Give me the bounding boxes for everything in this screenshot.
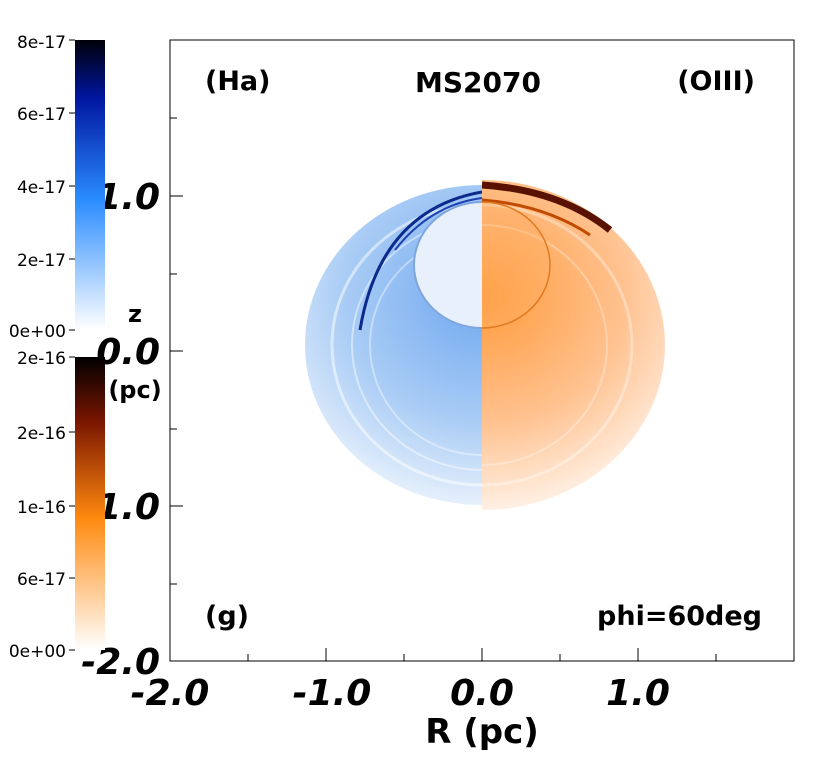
left-label: (Ha) — [205, 66, 271, 97]
colorbar-oiii-tick: 0e+00 — [9, 642, 66, 662]
y-tick-label: 1.0 — [96, 177, 160, 218]
colorbar-oiii-tick: 1e-16 — [17, 498, 66, 518]
colorbar-ha-tick: 4e-17 — [17, 178, 66, 198]
colorbar-oiii-tick: 2e-16 — [17, 424, 66, 444]
nebula-ha-half — [305, 185, 482, 505]
panel-label: (g) — [205, 601, 249, 632]
x-axis-ticks — [169, 648, 717, 661]
colorbar-oiii-tick: 2e-16 — [17, 349, 66, 369]
figure-title: MS2070 — [415, 66, 541, 99]
colorbar-oiii — [75, 357, 105, 650]
colorbar-ha-ticks — [69, 39, 75, 331]
x-tick-label: -1.0 — [293, 673, 372, 714]
colorbar-oiii-tick: 6e-17 — [17, 570, 66, 590]
colorbar-ha-tick: 8e-17 — [17, 33, 66, 53]
y-axis-ticks — [170, 117, 183, 585]
y-axis-title-unit: (pc) — [108, 376, 161, 404]
colorbar-ha-tick: 0e+00 — [9, 322, 66, 342]
angle-label: phi=60deg — [597, 601, 762, 632]
x-tick-label: -2.0 — [131, 673, 210, 714]
y-tick-label: 1.0 — [96, 487, 160, 528]
nebula-oiii-half — [482, 180, 665, 510]
x-axis-title: R (pc) — [425, 712, 539, 752]
colorbar-ha-tick: 6e-17 — [17, 105, 66, 125]
x-tick-label: 1.0 — [606, 673, 670, 714]
y-tick-label: 0.0 — [96, 332, 160, 373]
colorbar-oiii-ticks — [69, 356, 75, 651]
right-label: (OIII) — [677, 66, 755, 97]
x-tick-label: 0.0 — [450, 673, 514, 714]
colorbar-ha — [75, 40, 105, 330]
y-axis-title: z — [128, 300, 142, 328]
colorbar-ha-tick: 2e-17 — [17, 251, 66, 271]
